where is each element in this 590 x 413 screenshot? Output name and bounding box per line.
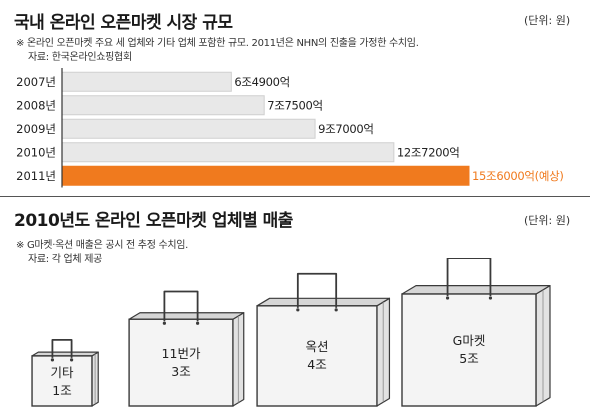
bag-value-label-3: 5조 bbox=[459, 351, 478, 366]
value-label-0: 6조4900억 bbox=[234, 75, 290, 89]
bag-front-2 bbox=[256, 305, 378, 407]
bag-rivet-right-2 bbox=[334, 308, 338, 312]
bar-3 bbox=[61, 142, 395, 163]
bag-3 bbox=[401, 258, 551, 407]
bag-handle-3 bbox=[446, 258, 492, 296]
bag-handle-2 bbox=[296, 272, 338, 308]
shopping-bag-chart: 기타 1조 11번가 3조 옥션 4조 G마켓 5조 bbox=[31, 258, 551, 407]
bar-2 bbox=[61, 118, 316, 139]
year-label-2: 2009년 bbox=[16, 122, 56, 136]
bag-front-3 bbox=[401, 293, 537, 407]
chart1-title: 국내 온라인 오픈마켓 시장 규모 bbox=[14, 13, 233, 33]
bag-rivet-left-2 bbox=[296, 308, 300, 312]
bag-rivet-left-0 bbox=[50, 358, 55, 362]
bag-company-label-3: G마켓 bbox=[453, 333, 486, 348]
bag-1 bbox=[128, 290, 245, 407]
year-label-3: 2010년 bbox=[16, 145, 56, 159]
value-label-3: 12조7200억 bbox=[397, 145, 460, 159]
chart1-source: 자료: 한국온라인쇼핑협회 bbox=[28, 52, 132, 63]
bag-rivet-right-1 bbox=[196, 321, 200, 325]
bar-4 bbox=[61, 165, 470, 186]
bag-top-3 bbox=[401, 285, 551, 295]
bag-value-label-1: 3조 bbox=[171, 364, 190, 379]
bag-value-label-2: 4조 bbox=[307, 357, 326, 372]
chart2-title: 2010년도 온라인 오픈마켓 업체별 매출 bbox=[14, 211, 293, 231]
bag-2 bbox=[256, 272, 391, 407]
bag-company-label-0: 기타 bbox=[50, 365, 74, 380]
value-label-4: 15조6000억(예상) bbox=[472, 169, 564, 183]
bar-0 bbox=[61, 71, 232, 92]
horizontal-bar-chart: 2007년 6조4900억 2008년 7조7500억 2009년 9조7000억 2010… bbox=[16, 68, 564, 188]
chart2-source: 자료: 각 업체 제공 bbox=[28, 254, 103, 265]
bag-front-1 bbox=[128, 318, 234, 407]
chart2-unit: (단위: 원) bbox=[524, 214, 571, 227]
bag-rivet-right-3 bbox=[488, 296, 493, 300]
year-label-4: 2011년 bbox=[16, 169, 56, 183]
section-divider bbox=[0, 196, 590, 197]
bag-front-0 bbox=[31, 355, 93, 407]
value-label-1: 7조7500억 bbox=[267, 98, 323, 112]
chart1-note: ※ 온라인 오픈마켓 주요 세 업체와 기타 업체 포함한 규모. 2011년은… bbox=[16, 38, 419, 49]
bag-rivet-left-3 bbox=[445, 296, 450, 300]
year-label-0: 2007년 bbox=[16, 75, 56, 89]
bag-rivet-left-1 bbox=[162, 321, 166, 325]
bag-value-label-0: 1조 bbox=[52, 383, 71, 398]
year-label-1: 2008년 bbox=[16, 98, 56, 112]
bag-rivet-right-0 bbox=[69, 358, 74, 362]
chart2-note: ※ G마켓·옥션 매출은 공시 전 추정 수치임. bbox=[16, 240, 189, 251]
bag-handle-1 bbox=[163, 290, 199, 322]
bag-top-1 bbox=[128, 312, 245, 320]
bag-handle-0 bbox=[51, 338, 73, 358]
bag-0 bbox=[31, 338, 99, 407]
bag-company-label-2: 옥션 bbox=[305, 339, 328, 354]
chart1-unit: (단위: 원) bbox=[524, 14, 571, 27]
value-label-2: 9조7000억 bbox=[318, 122, 374, 136]
bag-top-2 bbox=[256, 297, 391, 307]
bag-company-label-1: 11번가 bbox=[162, 346, 201, 361]
bar-1 bbox=[61, 95, 265, 116]
